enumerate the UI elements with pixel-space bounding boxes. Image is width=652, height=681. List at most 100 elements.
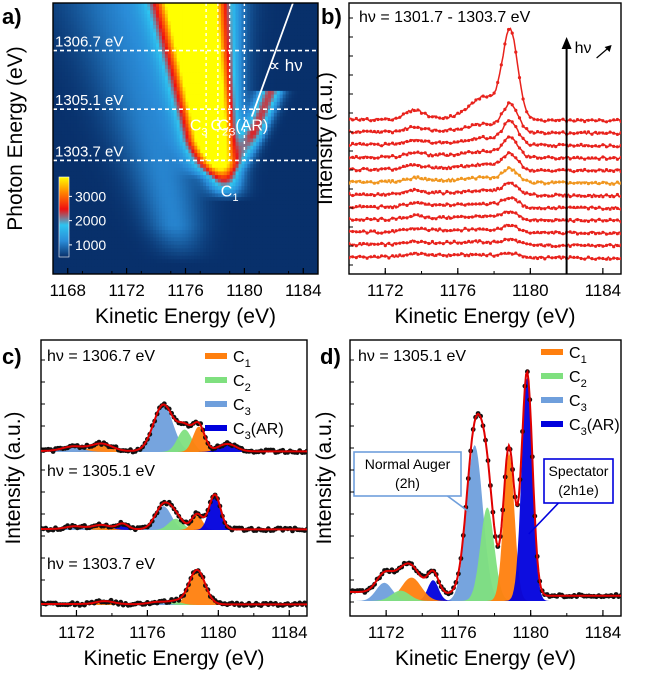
heatmap-cell bbox=[53, 35, 57, 41]
heatmap-cell bbox=[203, 112, 207, 117]
heatmap-cell bbox=[220, 105, 225, 110]
heatmap-cell bbox=[161, 17, 166, 22]
heatmap-cell bbox=[73, 134, 77, 139]
heatmap-cell bbox=[212, 193, 216, 198]
heatmap-cell bbox=[82, 186, 86, 191]
heatmap-cell bbox=[262, 87, 266, 92]
heatmap-cell bbox=[214, 138, 219, 143]
heatmap-cell bbox=[226, 164, 231, 169]
heatmap-cell bbox=[117, 164, 122, 169]
heatmap-cell bbox=[117, 87, 122, 92]
heatmap-cell bbox=[106, 83, 110, 88]
heatmap-cell bbox=[85, 35, 89, 41]
heatmap-cell bbox=[223, 72, 228, 77]
heatmap-cell bbox=[229, 127, 234, 132]
heatmap-cell bbox=[88, 94, 92, 99]
heatmap-cell bbox=[200, 68, 204, 73]
heatmap-cell bbox=[265, 142, 269, 147]
heatmap-cell bbox=[238, 101, 242, 106]
heatmap-cell bbox=[235, 17, 239, 22]
heatmap-cell bbox=[156, 79, 160, 84]
heatmap-cell bbox=[97, 178, 101, 183]
heatmap-cell bbox=[265, 134, 269, 139]
heatmap-cell bbox=[76, 153, 80, 158]
heatmap-cell bbox=[315, 90, 318, 95]
heatmap-cell bbox=[67, 127, 72, 132]
heatmap-cell bbox=[197, 175, 201, 180]
heatmap-cell bbox=[226, 21, 231, 26]
heatmap-cell bbox=[117, 112, 122, 117]
heatmap-cell bbox=[315, 57, 318, 62]
heatmap-cell bbox=[94, 61, 98, 66]
heatmap-cell bbox=[61, 98, 66, 103]
heatmap-cell bbox=[226, 24, 231, 30]
heatmap-cell bbox=[100, 83, 104, 88]
heatmap-cell bbox=[91, 32, 95, 37]
heatmap-cell bbox=[129, 182, 133, 187]
heatmap-cell bbox=[214, 65, 219, 70]
heatmap-cell bbox=[250, 197, 254, 202]
heatmap-cell bbox=[238, 3, 242, 8]
heatmap-cell bbox=[238, 65, 242, 70]
heatmap-cell bbox=[247, 178, 251, 183]
heatmap-cell bbox=[82, 123, 86, 128]
heatmap-cell bbox=[197, 145, 201, 150]
heatmap-cell bbox=[291, 32, 295, 37]
heatmap-cell bbox=[135, 76, 139, 81]
heatmap-cell bbox=[279, 61, 284, 66]
heatmap-cell bbox=[297, 153, 301, 158]
heatmap-cell bbox=[185, 76, 189, 81]
heatmap-cell bbox=[73, 189, 77, 194]
heatmap-cell bbox=[312, 193, 316, 198]
heatmap-cell bbox=[285, 79, 289, 84]
heatmap-cell bbox=[164, 134, 169, 139]
heatmap-cell bbox=[267, 50, 272, 55]
heatmap-cell bbox=[164, 189, 169, 194]
heatmap-cell bbox=[217, 116, 222, 121]
heatmap-cell bbox=[79, 13, 83, 19]
heatmap-cell bbox=[238, 120, 242, 125]
heatmap-cell bbox=[117, 193, 122, 198]
heatmap-cell bbox=[126, 43, 130, 48]
heatmap-cell bbox=[179, 145, 183, 150]
heatmap-cell bbox=[182, 112, 186, 117]
heatmap-cell bbox=[273, 6, 278, 11]
heatmap-cell bbox=[64, 120, 69, 125]
heatmap-cell bbox=[173, 90, 178, 95]
heatmap-cell bbox=[282, 90, 287, 95]
heatmap-cell bbox=[297, 127, 301, 132]
heatmap-cell bbox=[312, 189, 316, 194]
heatmap-cell bbox=[82, 68, 86, 73]
heatmap-cell bbox=[159, 90, 163, 95]
heatmap-cell bbox=[226, 160, 231, 165]
heatmap-cell bbox=[135, 171, 139, 176]
heatmap-cell bbox=[212, 21, 216, 26]
heatmap-cell bbox=[279, 109, 284, 114]
heatmap-cell bbox=[161, 204, 166, 209]
heatmap-cell bbox=[173, 127, 178, 132]
heatmap-cell bbox=[291, 164, 295, 169]
heatmap-cell bbox=[108, 175, 113, 180]
heatmap-cell bbox=[194, 43, 198, 48]
heatmap-cell bbox=[144, 112, 148, 117]
heatmap-cell bbox=[188, 87, 192, 92]
heatmap-cell bbox=[147, 138, 151, 143]
heatmap-cell bbox=[244, 10, 248, 15]
heatmap-cell bbox=[123, 43, 128, 48]
heatmap-cell bbox=[170, 28, 175, 33]
heatmap-cell bbox=[179, 123, 183, 128]
heatmap-cell bbox=[147, 54, 151, 59]
heatmap-cell bbox=[191, 131, 195, 136]
heatmap-cell bbox=[276, 28, 281, 33]
heatmap-cell bbox=[55, 83, 60, 88]
heatmap-cell bbox=[97, 186, 101, 191]
heatmap-cell bbox=[94, 120, 98, 125]
heatmap-cell bbox=[285, 39, 289, 44]
heatmap-cell bbox=[126, 149, 130, 154]
heatmap-cell bbox=[114, 142, 119, 147]
heatmap-cell bbox=[141, 138, 145, 143]
heatmap-cell bbox=[179, 68, 183, 73]
heatmap-cell bbox=[191, 134, 195, 139]
heatmap-cell bbox=[273, 17, 278, 22]
heatmap-cell bbox=[159, 145, 163, 150]
